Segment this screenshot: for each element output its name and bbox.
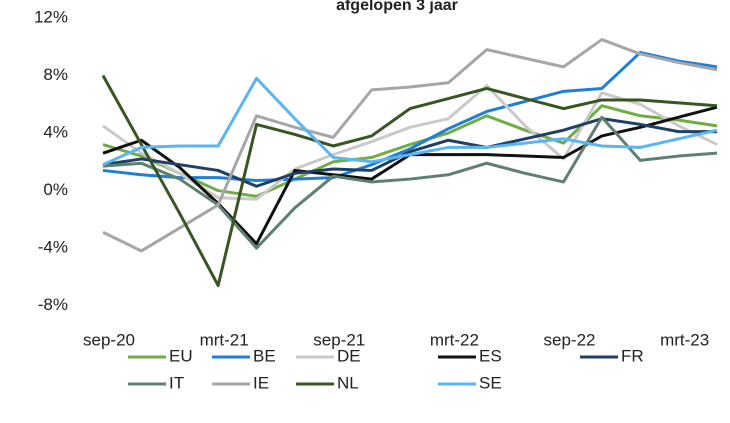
y-tick-label: -8% [38, 295, 68, 314]
legend-label: SE [479, 373, 502, 392]
series-line [101, 74, 718, 287]
series-line [102, 51, 718, 183]
series-line [102, 115, 718, 250]
x-tick-label: mrt-23 [660, 330, 709, 349]
legend-label: IT [169, 373, 184, 392]
x-tick-label: sep-22 [544, 330, 596, 349]
y-tick-label: 12% [34, 7, 68, 26]
legend-label: ES [479, 346, 502, 365]
legend-label: BE [253, 346, 276, 365]
legend-label: NL [337, 373, 359, 392]
series-line [102, 76, 718, 167]
legend-label: EU [169, 346, 193, 365]
y-tick-label: -4% [38, 238, 68, 257]
legend-label: FR [621, 346, 644, 365]
y-tick-label: 0% [43, 180, 68, 199]
x-tick-label: sep-21 [313, 330, 365, 349]
series-line [102, 117, 717, 188]
legend-label: IE [253, 373, 269, 392]
series-line [102, 38, 718, 253]
x-tick-label: mrt-21 [200, 330, 249, 349]
chart-title: afgelopen 3 jaar [336, 0, 458, 14]
x-tick-label: sep-20 [83, 330, 135, 349]
x-tick-label: mrt-22 [430, 330, 479, 349]
y-tick-label: 8% [43, 65, 68, 84]
y-tick-label: 4% [43, 123, 68, 142]
series-line [102, 104, 718, 198]
legend-label: DE [337, 346, 361, 365]
